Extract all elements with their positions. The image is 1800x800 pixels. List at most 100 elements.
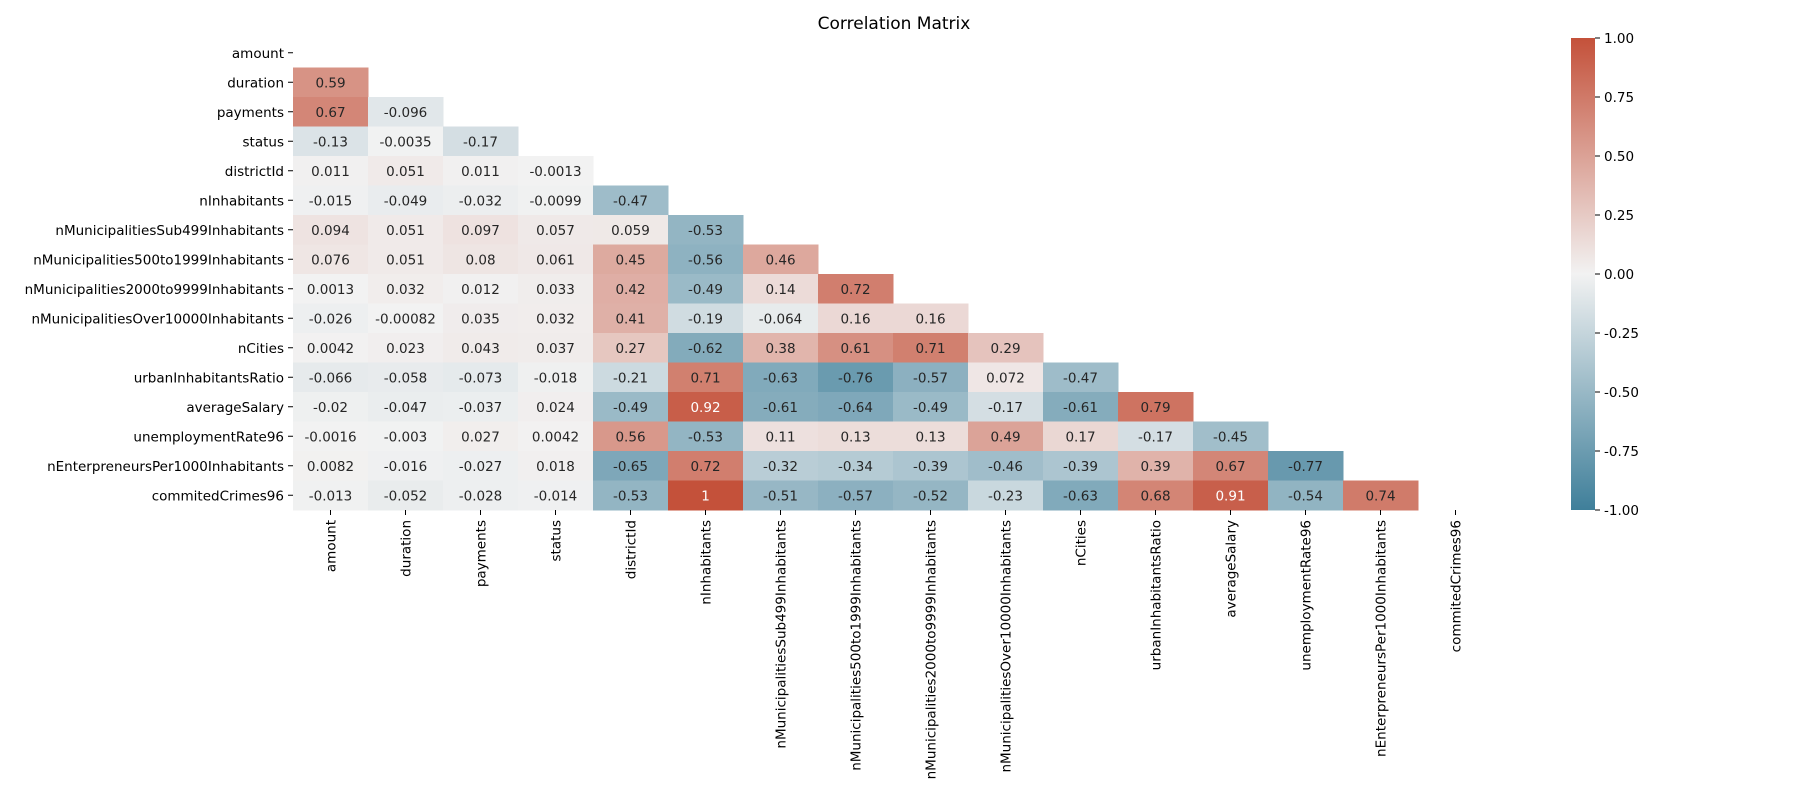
y-tick-label: status	[243, 134, 284, 150]
heatmap-cell	[968, 480, 1044, 511]
heatmap-cell	[293, 215, 369, 245]
heatmap-cell	[293, 67, 369, 98]
heatmap-cell	[968, 392, 1044, 422]
cell-value-label: -0.51	[763, 488, 798, 504]
heatmap-cell	[593, 303, 669, 334]
cell-value-label: -0.57	[913, 370, 948, 386]
chart-title: Correlation Matrix	[818, 14, 971, 34]
cell-value-label: -0.62	[688, 341, 723, 357]
heatmap-cell	[518, 333, 594, 363]
heatmap-cell	[593, 451, 669, 481]
heatmap-cell	[293, 421, 369, 452]
heatmap-cell	[368, 362, 444, 393]
heatmap-cell	[593, 274, 669, 304]
x-tick-label: nMunicipalitiesOver10000Inhabitants	[999, 520, 1015, 773]
x-tick-label: unemploymentRate96	[1299, 520, 1315, 671]
x-tick-label: commitedCrimes96	[1449, 520, 1465, 652]
cell-value-label: 0.0042	[307, 341, 354, 357]
heatmap-cell	[368, 97, 444, 127]
heatmap-cell	[1343, 480, 1419, 511]
cell-value-label: -0.21	[613, 370, 648, 386]
heatmap-cell	[518, 480, 594, 511]
heatmap-cell	[443, 215, 519, 245]
cell-value-label: 0.018	[536, 459, 575, 475]
cell-value-label: 0.61	[840, 341, 870, 357]
heatmap-cell	[893, 421, 969, 452]
heatmap-cell	[518, 362, 594, 393]
cell-value-label: -0.61	[1063, 400, 1098, 416]
cell-value-label: 0.46	[765, 252, 795, 268]
cell-value-label: -0.096	[384, 105, 428, 121]
heatmap-cell	[668, 451, 744, 481]
cell-value-label: 0.17	[1065, 429, 1095, 445]
cell-value-label: 0.043	[461, 341, 500, 357]
heatmap-cell	[893, 480, 969, 511]
cell-value-label: 0.41	[615, 311, 645, 327]
heatmap-cell	[743, 421, 819, 452]
x-tick-label: nInhabitants	[699, 520, 715, 605]
heatmap-cell	[818, 421, 894, 452]
cell-value-label: 0.033	[536, 282, 575, 298]
cell-value-label: -0.052	[384, 488, 428, 504]
cell-value-label: -0.64	[838, 400, 873, 416]
cell-value-label: 1	[701, 488, 710, 504]
heatmap-cell	[518, 451, 594, 481]
cell-value-label: 0.16	[840, 311, 870, 327]
heatmap-cell	[743, 362, 819, 393]
heatmap-cell	[293, 244, 369, 275]
colorbar-tick-label: -1.00	[1604, 503, 1639, 519]
x-tick-label: amount	[324, 520, 340, 572]
heatmap-cell	[593, 185, 669, 216]
colorbar: 1.00 0.75 0.50 0.25 0.00 -0.25 -0.50 -0.75 -1.00	[1571, 31, 1639, 519]
y-tick-label: districtId	[225, 164, 284, 180]
cell-value-label: 0.059	[611, 223, 650, 239]
y-tick-label: averageSalary	[186, 400, 284, 416]
y-tick-label: amount	[232, 46, 284, 62]
cell-value-label: 0.032	[386, 282, 425, 298]
heatmap-cell	[368, 126, 444, 157]
cell-value-label: -0.064	[759, 311, 803, 327]
heatmap-cell	[518, 215, 594, 245]
cell-value-label: 0.67	[315, 105, 345, 121]
cell-value-label: 0.14	[765, 282, 795, 298]
cell-value-label: 0.13	[840, 429, 870, 445]
cell-value-label: 0.037	[536, 341, 575, 357]
cell-value-label: 0.38	[765, 341, 795, 357]
cell-value-label: -0.047	[384, 400, 428, 416]
x-tick-label: nMunicipalities2000to9999Inhabitants	[924, 520, 940, 779]
cell-value-label: -0.032	[459, 193, 503, 209]
heatmap-cell	[743, 333, 819, 363]
heatmap-cell	[1118, 480, 1194, 511]
x-tick-label: nCities	[1074, 520, 1090, 566]
heatmap-cell	[743, 244, 819, 275]
x-tick-label: urbanInhabitantsRatio	[1149, 520, 1165, 670]
cell-value-label: 0.71	[690, 370, 720, 386]
heatmap-cell	[1268, 451, 1344, 481]
heatmap-cell	[443, 362, 519, 393]
cell-value-label: -0.028	[459, 488, 503, 504]
heatmap-cell	[818, 392, 894, 422]
cell-value-label: -0.058	[384, 370, 428, 386]
heatmap-cell	[293, 333, 369, 363]
y-tick-label: nEnterpreneursPer1000Inhabitants	[47, 459, 284, 475]
cell-value-label: -0.073	[459, 370, 503, 386]
heatmap-cell	[368, 451, 444, 481]
cell-value-label: -0.53	[688, 429, 723, 445]
heatmap-cell	[293, 274, 369, 304]
cell-value-label: 0.92	[690, 400, 720, 416]
colorbar-tick-label: 0.00	[1604, 267, 1634, 283]
cell-value-label: -0.049	[384, 193, 428, 209]
heatmap-cell	[443, 274, 519, 304]
cell-value-label: -0.015	[309, 193, 353, 209]
y-tick-label: urbanInhabitantsRatio	[134, 370, 284, 386]
cell-value-label: 0.0013	[307, 282, 354, 298]
cell-value-label: -0.47	[1063, 370, 1098, 386]
cell-value-label: 0.49	[990, 429, 1020, 445]
cell-value-label: 0.076	[311, 252, 350, 268]
heatmap-cell	[668, 274, 744, 304]
cell-value-label: 0.027	[461, 429, 500, 445]
cell-value-label: 0.012	[461, 282, 500, 298]
heatmap-cell	[293, 126, 369, 157]
colorbar-tick-label: 0.25	[1604, 208, 1634, 224]
heatmap-cell	[668, 303, 744, 334]
